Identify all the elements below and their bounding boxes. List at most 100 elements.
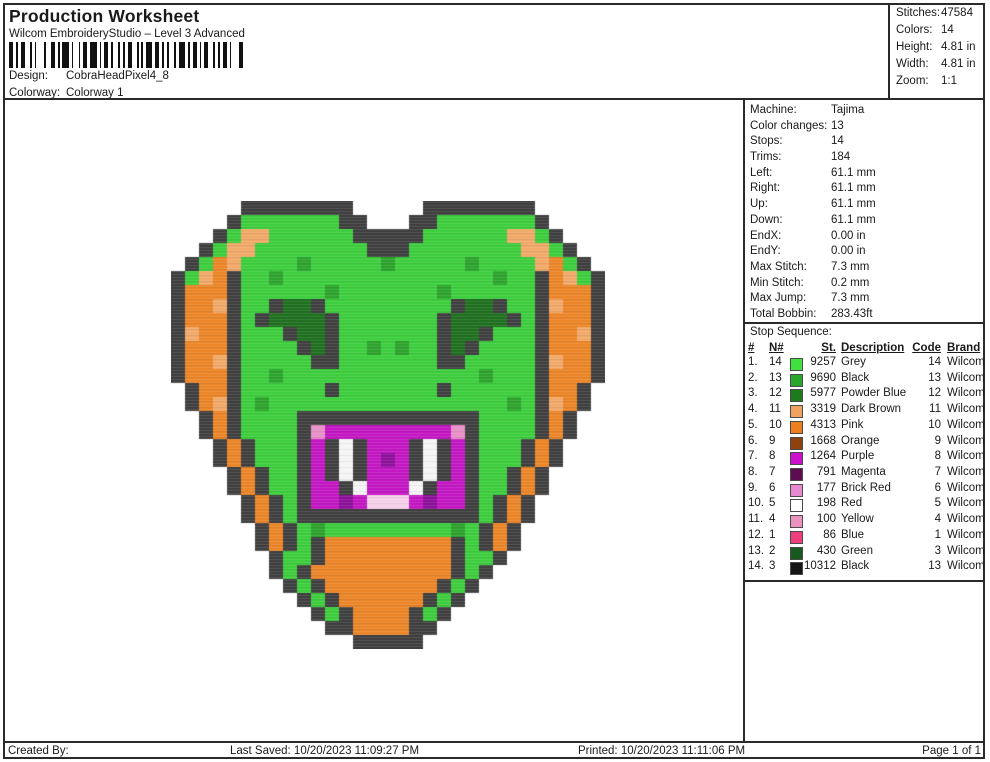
stop-sequence-row: 6. 9 1668 Orange 9 Wilcom xyxy=(0,435,990,451)
stats-label: Stitches: xyxy=(896,7,941,19)
color-swatch xyxy=(790,515,803,529)
stop-row-brand: Wilcom xyxy=(947,434,985,447)
barcode-bar xyxy=(146,42,153,68)
stop-row-code: 13 xyxy=(928,371,941,384)
barcode-bar xyxy=(213,42,216,68)
machine-info-value: 13 xyxy=(831,119,844,132)
stop-row-brand: Wilcom xyxy=(947,450,985,463)
stop-row-needle: 10 xyxy=(769,418,782,431)
footer-created-by: Created By: xyxy=(8,745,69,757)
stop-row-code: 3 xyxy=(934,544,941,557)
stop-row-needle: 4 xyxy=(769,513,776,526)
color-swatch xyxy=(790,405,803,419)
machine-info-row: EndX: 0.00 in xyxy=(750,230,980,246)
stats-label: Colors: xyxy=(896,24,933,36)
stop-row-needle: 14 xyxy=(769,356,782,368)
barcode-bar xyxy=(173,42,176,68)
stop-sequence-header-row: # N# St. Description Code Brand xyxy=(0,342,990,358)
barcode-bar xyxy=(141,42,144,68)
stop-row-needle: 13 xyxy=(769,371,782,384)
machine-info-row: Down: 61.1 mm xyxy=(750,214,980,230)
stop-row-stitch-count: 791 xyxy=(816,466,836,479)
stop-row-code: 13 xyxy=(928,560,941,573)
stop-sequence-row: 7. 8 1264 Purple 8 Wilcom xyxy=(0,450,990,466)
stop-row-description: Pink xyxy=(841,418,864,431)
machine-info-label: Left: xyxy=(750,166,773,179)
stop-row-stitch-count: 3319 xyxy=(810,403,836,416)
barcode-bar xyxy=(99,42,102,68)
stats-row: Colors: 14 xyxy=(896,24,984,41)
stop-row-stitch-count: 198 xyxy=(816,497,836,510)
machine-info-label: Up: xyxy=(750,198,768,211)
machine-info-row: EndY: 0.00 in xyxy=(750,245,980,261)
barcode-bar xyxy=(111,42,113,68)
barcode-bar xyxy=(15,42,18,68)
machine-info-label: Max Jump: xyxy=(750,292,807,305)
stop-row-stitch-count: 4313 xyxy=(810,418,836,431)
stop-row-needle: 12 xyxy=(769,387,782,400)
stop-row-needle: 9 xyxy=(769,434,776,447)
barcode-bar xyxy=(78,42,81,68)
stop-row-code: 12 xyxy=(928,387,941,400)
machine-info-row: Up: 61.1 mm xyxy=(750,198,980,214)
barcode-bar xyxy=(90,42,97,68)
stop-sequence-row: 3. 12 5977 Powder Blue 12 Wilcom xyxy=(0,387,990,403)
barcode-bar xyxy=(29,42,32,68)
stop-row-description: Orange xyxy=(841,434,880,447)
machine-info-row: Left: 61.1 mm xyxy=(750,167,980,183)
footer-printed: Printed: 10/20/2023 11:11:06 PM xyxy=(578,745,746,757)
machine-info-row: Stops: 14 xyxy=(750,135,980,151)
stop-row-number: 5. xyxy=(748,418,758,431)
machine-info-label: Max Stitch: xyxy=(750,260,807,273)
stop-row-number: 1. xyxy=(748,356,758,368)
stop-row-code: 14 xyxy=(928,356,941,368)
stop-row-stitch-count: 430 xyxy=(816,544,836,557)
stats-label: Width: xyxy=(896,58,929,70)
barcode-bar xyxy=(167,42,169,68)
footer-page-number: Page 1 of 1 xyxy=(922,745,981,757)
machine-info-value: 184 xyxy=(831,151,851,164)
machine-info-label: Machine: xyxy=(750,104,797,116)
stop-row-number: 6. xyxy=(748,434,758,447)
stop-row-brand: Wilcom xyxy=(947,481,985,494)
stop-row-number: 9. xyxy=(748,481,758,494)
machine-info-row: Color changes: 13 xyxy=(750,120,980,136)
machine-info-label: Stops: xyxy=(750,135,783,148)
stop-row-brand: Wilcom xyxy=(947,497,985,510)
column-header-description: Description xyxy=(841,342,905,354)
barcode-bar xyxy=(122,42,125,68)
colorway-label: Colorway: xyxy=(9,87,61,99)
barcode-bar xyxy=(229,42,232,68)
barcode-bar xyxy=(155,42,160,68)
stop-row-code: 10 xyxy=(928,418,941,431)
machine-info-label: Min Stitch: xyxy=(750,276,804,289)
color-swatch xyxy=(790,389,803,403)
stop-row-brand: Wilcom xyxy=(947,418,985,431)
barcode-bar xyxy=(136,42,139,68)
app-subtitle: Wilcom EmbroideryStudio – Level 3 Advanc… xyxy=(9,28,245,40)
machine-info-value: 7.3 mm xyxy=(831,292,870,305)
machine-info-row: Trims: 184 xyxy=(750,151,980,167)
machine-info-row: Min Stitch: 0.2 mm xyxy=(750,277,980,293)
machine-info-row: Right: 61.1 mm xyxy=(750,182,980,198)
design-preview xyxy=(171,201,605,649)
stop-sequence-row: 4. 11 3319 Dark Brown 11 Wilcom xyxy=(0,403,990,419)
machine-info-row: Max Jump: 7.3 mm xyxy=(750,292,980,308)
stop-sequence-row: 10. 5 198 Red 5 Wilcom xyxy=(0,497,990,513)
stats-row: Zoom: 1:1 xyxy=(896,75,984,92)
stop-row-number: 12. xyxy=(748,528,764,541)
machine-info-value: 61.1 mm xyxy=(831,166,876,179)
stop-row-code: 4 xyxy=(934,513,941,526)
column-header-stitches: St. xyxy=(821,342,836,354)
stop-row-brand: Wilcom xyxy=(947,403,985,416)
barcode-bar xyxy=(83,42,88,68)
barcode-bar xyxy=(50,42,55,68)
barcode-bar xyxy=(118,42,120,68)
barcode-bar xyxy=(239,42,244,68)
stop-row-needle: 5 xyxy=(769,497,776,510)
machine-info-label: Right: xyxy=(750,182,781,195)
page-title: Production Worksheet xyxy=(9,6,200,26)
stop-row-description: Black xyxy=(841,560,870,573)
color-swatch xyxy=(790,546,803,560)
machine-info-panel: Machine: Tajima Color changes: 13 Stops: 14 Tr… xyxy=(750,104,980,324)
